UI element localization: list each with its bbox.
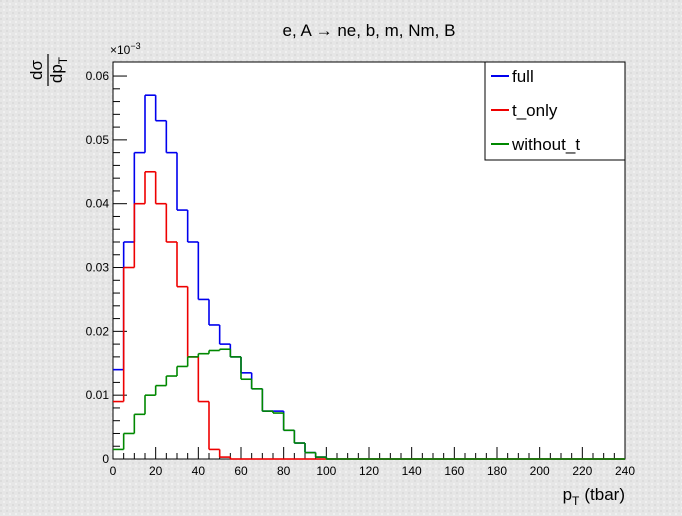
x-tick-label: 160 [444, 464, 464, 478]
x-tick-label: 140 [402, 464, 422, 478]
legend-label: without_t [511, 135, 580, 154]
x-tick-label: 100 [316, 464, 336, 478]
y-tick-label: 0 [102, 452, 109, 466]
chart-title: e, A → ne, b, m, Nm, B [283, 21, 456, 40]
legend-label: full [512, 67, 534, 86]
legend-label: t_only [512, 101, 558, 120]
y-label-denominator: dpT [47, 56, 70, 83]
y-multiplier-exponent: −3 [130, 41, 140, 51]
x-tick-label: 40 [192, 464, 206, 478]
x-axis-label: pT (tbar) [563, 485, 625, 508]
x-tick-label: 80 [277, 464, 291, 478]
x-tick-label: 60 [234, 464, 248, 478]
x-label-rest: (tbar) [584, 485, 625, 504]
y-tick-label: 0.04 [86, 197, 110, 211]
y-tick-label: 0.06 [86, 69, 110, 83]
x-tick-label: 200 [530, 464, 550, 478]
x-tick-label: 120 [359, 464, 379, 478]
x-tick-label: 0 [110, 464, 117, 478]
y-axis-label: dσ dpT [27, 54, 70, 86]
y-multiplier-base: ×10 [110, 43, 131, 57]
x-tick-label: 220 [572, 464, 592, 478]
x-tick-label: 20 [149, 464, 163, 478]
y-label-denominator-main: dp [47, 64, 66, 83]
y-tick-label: 0.01 [86, 388, 110, 402]
y-label-numerator: dσ [27, 60, 46, 80]
y-multiplier: ×10−3 [110, 41, 141, 57]
x-tick-label: 180 [487, 464, 507, 478]
x-label-main: p [563, 485, 572, 504]
y-tick-label: 0.02 [86, 324, 110, 338]
x-tick-label: 240 [615, 464, 635, 478]
y-tick-label: 0.05 [86, 133, 110, 147]
x-label-sub: T [572, 494, 580, 508]
y-label-denominator-sub: T [56, 56, 70, 64]
y-tick-label: 0.03 [86, 261, 110, 275]
